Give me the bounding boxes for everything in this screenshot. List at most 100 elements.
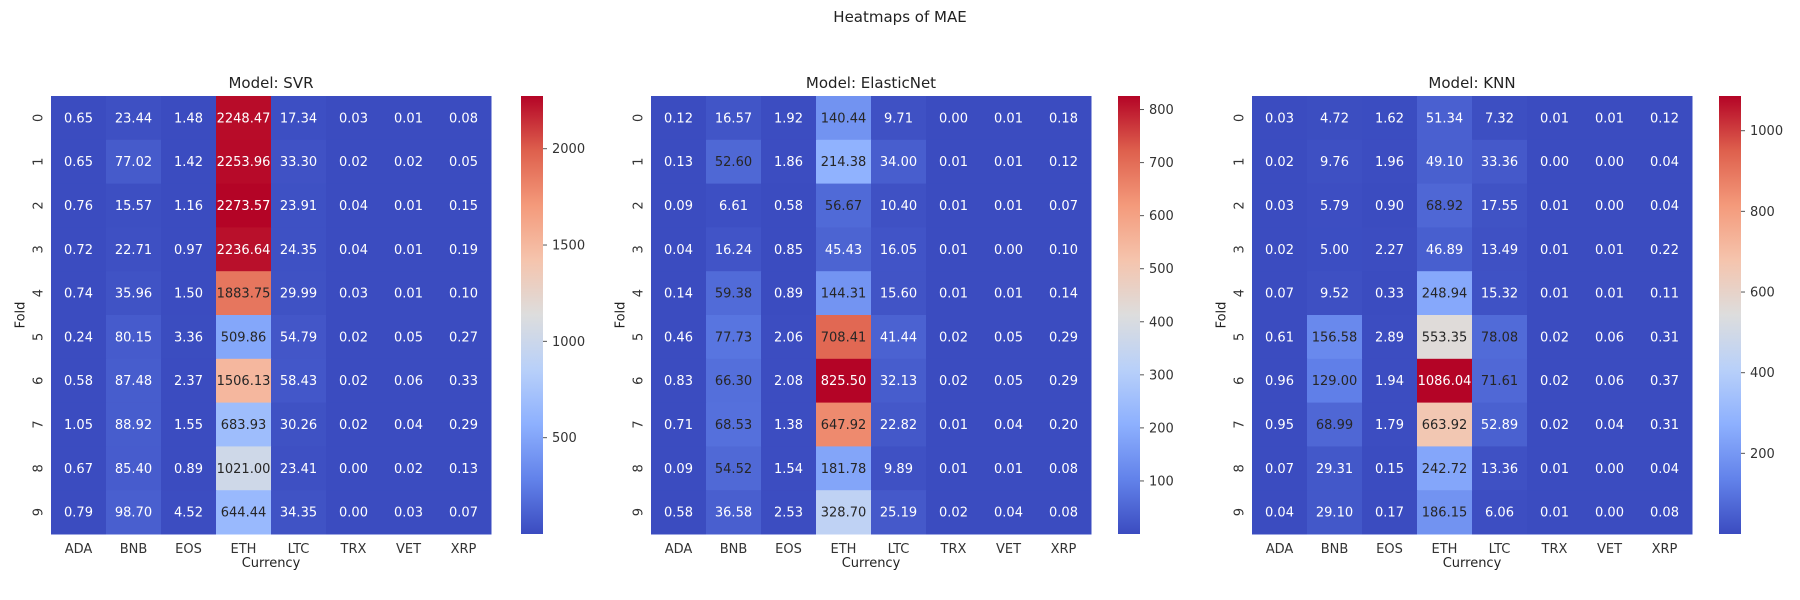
heatmap-cell [981,139,1037,185]
heatmap-cell [271,183,327,228]
heatmap-cell [926,446,982,491]
heatmap-cell [871,139,927,185]
heatmap-cell [1582,446,1638,491]
heatmap-cell [706,271,762,316]
cell-value-label: 0.08 [1049,462,1078,477]
heatmap-cell [271,490,327,535]
heatmap-cell [381,315,437,360]
colorbar-tick-label: 700 [1149,156,1174,171]
heatmap-cell [871,358,927,404]
heatmap-cell [326,227,382,272]
heatmap-cell [1362,315,1418,360]
heatmap-cell [326,446,382,491]
heatmap-cell [216,271,272,316]
heatmap-cell [51,490,107,535]
heatmap-cell [926,402,982,447]
heatmap-cell [926,271,982,316]
y-tick-label: 5 [1233,333,1248,341]
cell-value-label: 0.89 [174,462,203,477]
cell-value-label: 0.01 [994,462,1023,477]
x-tick-label: EOS [1376,542,1403,557]
y-tick-label: 2 [1233,201,1248,209]
cell-value-label: 0.04 [994,418,1023,433]
x-tick-label: ADA [1266,542,1294,557]
heatmap-cell [1472,358,1528,404]
y-tick-label: 7 [1233,420,1248,428]
cell-value-label: 0.01 [1540,462,1569,477]
heatmap-cell [436,96,492,141]
heatmap-cell [871,446,927,491]
heatmap-cell [981,315,1037,360]
cell-value-label: 663.92 [1422,418,1468,433]
heatmap-cell [51,183,107,228]
cell-value-label: 0.02 [1540,374,1569,389]
heatmap-cell [1036,402,1092,447]
heatmap-cell [1417,490,1473,535]
heatmap-cell [436,183,492,228]
cell-value-label: 3.36 [174,330,203,345]
heatmap-cell [1362,183,1418,228]
cell-value-label: 6.06 [1485,506,1514,521]
heatmap-cell [216,358,272,404]
colorbar-tick-label: 500 [552,431,577,446]
cell-value-label: 0.01 [1540,111,1569,126]
cell-value-label: 0.96 [1265,374,1294,389]
cell-value-label: 0.02 [939,506,968,521]
cell-value-label: 2.27 [1375,243,1404,258]
cell-value-label: 34.35 [280,506,317,521]
heatmap-cell [1417,139,1473,185]
cell-value-label: 0.00 [1540,155,1569,170]
y-tick-label: 3 [32,245,47,253]
cell-value-label: 0.20 [1049,418,1078,433]
heatmap-cell [816,271,872,316]
cell-value-label: 0.04 [1595,418,1624,433]
heatmap-cell [816,315,872,360]
x-axis-label: Currency [242,556,301,571]
heatmap-cell [1582,358,1638,404]
y-tick-label: 9 [32,508,47,516]
heatmap-cell [161,315,217,360]
x-tick-label: EOS [775,542,802,557]
heatmap-cell [1417,358,1473,404]
cell-value-label: 0.18 [1049,111,1078,126]
heatmap-cell [1582,315,1638,360]
colorbar-tick-label: 1500 [552,239,585,254]
heatmap-cell [271,227,327,272]
heatmap-cell [1252,315,1308,360]
heatmap-cell [1637,402,1693,447]
heatmap-cell [651,446,707,491]
cell-value-label: 0.29 [1049,330,1078,345]
cell-value-label: 0.01 [939,418,968,433]
cell-value-label: 0.12 [664,111,693,126]
cell-value-label: 0.00 [339,462,368,477]
heatmap-cell [1472,315,1528,360]
cell-value-label: 0.01 [1540,199,1569,214]
cell-value-label: 0.33 [449,374,478,389]
cell-value-label: 0.85 [774,243,803,258]
x-tick-label: LTC [288,542,310,557]
heatmap-cell [1307,358,1363,404]
heatmap-title: Model: KNN [1428,74,1515,92]
cell-value-label: 0.10 [449,287,478,302]
cell-value-label: 0.01 [939,462,968,477]
cell-value-label: 0.04 [339,199,368,214]
heatmap-cell [271,402,327,447]
cell-value-label: 68.92 [1426,199,1463,214]
heatmap-cell [381,358,437,404]
cell-value-label: 242.72 [1422,462,1468,477]
heatmap-cell [981,358,1037,404]
heatmap-cell [216,139,272,185]
heatmap-cell [1637,227,1693,272]
x-tick-label: ADA [665,542,693,557]
heatmap-cell [706,402,762,447]
heatmap-cell [106,271,162,316]
cell-value-label: 0.01 [1540,506,1569,521]
cell-value-label: 0.00 [939,111,968,126]
heatmap-cell [1307,183,1363,228]
cell-value-label: 0.02 [394,462,423,477]
heatmap-cell [381,183,437,228]
heatmap-cell [651,227,707,272]
heatmap-title: Model: SVR [228,74,313,92]
heatmap-cell [1637,139,1693,185]
cell-value-label: 0.07 [449,506,478,521]
